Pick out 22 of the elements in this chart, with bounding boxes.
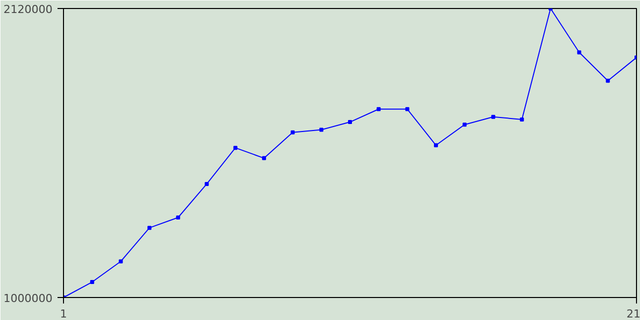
point bbox=[90, 280, 94, 284]
point bbox=[376, 107, 381, 112]
point bbox=[434, 143, 438, 148]
point bbox=[176, 216, 180, 220]
point bbox=[233, 146, 238, 150]
point bbox=[606, 78, 610, 83]
point bbox=[405, 107, 410, 112]
point bbox=[262, 156, 266, 160]
x-tick-label: 21 bbox=[626, 308, 640, 320]
point bbox=[348, 120, 352, 124]
point bbox=[462, 122, 467, 127]
point bbox=[520, 117, 524, 122]
point bbox=[319, 128, 324, 132]
point bbox=[290, 130, 295, 134]
point bbox=[491, 114, 496, 119]
point bbox=[118, 259, 123, 264]
y-tick-label: 1000000 bbox=[4, 292, 53, 305]
x-tick-label: 1 bbox=[60, 308, 67, 320]
point bbox=[147, 226, 152, 230]
y-tick-label: 2120000 bbox=[4, 3, 53, 16]
point bbox=[204, 182, 209, 186]
point bbox=[577, 50, 582, 54]
